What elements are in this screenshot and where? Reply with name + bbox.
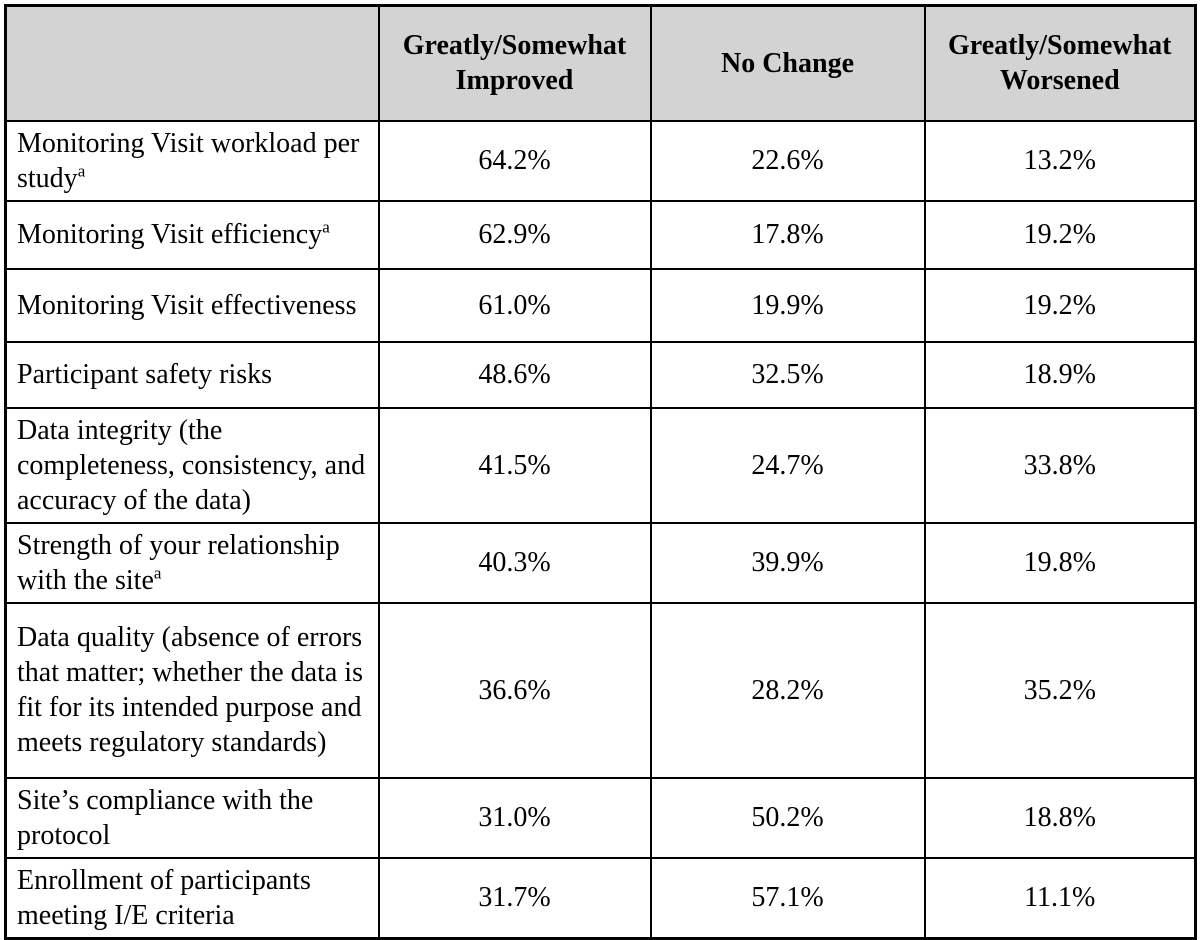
cell-improved: 31.0% xyxy=(377,776,652,859)
cell-worsened: 18.8% xyxy=(923,776,1197,859)
cell-worsened: 19.8% xyxy=(923,521,1197,604)
header-cell-improved: Greatly/Somewhat Improved xyxy=(377,4,652,122)
row-label-text: Monitoring Visit workload per study xyxy=(17,127,360,194)
row-label-text: Data integrity (the completeness, consis… xyxy=(17,414,366,516)
row-label: Participant safety risks xyxy=(4,340,380,409)
cell-worsened: 19.2% xyxy=(923,267,1197,343)
row-label: Monitoring Visit workload per studya xyxy=(4,119,380,202)
cell-worsened: 13.2% xyxy=(923,119,1197,202)
cell-no-change: 32.5% xyxy=(649,340,926,409)
table-row: Site’s compliance with the protocol 31.0… xyxy=(4,776,1197,859)
cell-improved: 41.5% xyxy=(377,406,652,524)
row-label: Data integrity (the completeness, consis… xyxy=(4,406,380,524)
row-label-text: Site’s compliance with the protocol xyxy=(17,784,314,851)
cell-improved: 31.7% xyxy=(377,856,652,939)
survey-results-table: Greatly/Somewhat Improved No Change Grea… xyxy=(4,4,1197,940)
row-label-text: Enrollment of participants meeting I/E c… xyxy=(17,864,311,931)
table-row: Monitoring Visit effectiveness 61.0% 19.… xyxy=(4,267,1197,343)
cell-improved: 36.6% xyxy=(377,601,652,779)
cell-no-change: 50.2% xyxy=(649,776,926,859)
cell-worsened: 11.1% xyxy=(923,856,1197,939)
cell-worsened: 35.2% xyxy=(923,601,1197,779)
header-cell-no-change: No Change xyxy=(649,4,926,122)
cell-no-change: 57.1% xyxy=(649,856,926,939)
cell-no-change: 28.2% xyxy=(649,601,926,779)
table-row: Data integrity (the completeness, consis… xyxy=(4,406,1197,524)
cell-no-change: 22.6% xyxy=(649,119,926,202)
cell-no-change: 17.8% xyxy=(649,199,926,270)
row-label: Data quality (absence of errors that mat… xyxy=(4,601,380,779)
cell-worsened: 19.2% xyxy=(923,199,1197,270)
table-row: Monitoring Visit efficiencya 62.9% 17.8%… xyxy=(4,199,1197,270)
footnote-marker: a xyxy=(77,161,86,181)
document-page: Greatly/Somewhat Improved No Change Grea… xyxy=(4,4,1197,940)
cell-no-change: 39.9% xyxy=(649,521,926,604)
header-cell-worsened: Greatly/Somewhat Worsened xyxy=(923,4,1197,122)
row-label: Strength of your relationship with the s… xyxy=(4,521,380,604)
cell-worsened: 33.8% xyxy=(923,406,1197,524)
row-label-text: Strength of your relationship with the s… xyxy=(17,529,340,596)
cell-improved: 64.2% xyxy=(377,119,652,202)
cell-improved: 40.3% xyxy=(377,521,652,604)
row-label-text: Participant safety risks xyxy=(17,359,273,390)
cell-no-change: 19.9% xyxy=(649,267,926,343)
row-label-text: Monitoring Visit efficiency xyxy=(17,219,323,250)
table-row: Monitoring Visit workload per studya 64.… xyxy=(4,119,1197,202)
header-cell-blank xyxy=(4,4,380,122)
cell-worsened: 18.9% xyxy=(923,340,1197,409)
cell-improved: 62.9% xyxy=(377,199,652,270)
cell-no-change: 24.7% xyxy=(649,406,926,524)
row-label: Monitoring Visit effectiveness xyxy=(4,267,380,343)
footnote-marker: a xyxy=(153,563,162,583)
footnote-marker: a xyxy=(322,217,330,237)
row-label: Enrollment of participants meeting I/E c… xyxy=(4,856,380,939)
row-label: Monitoring Visit efficiencya xyxy=(4,199,380,270)
header-row: Greatly/Somewhat Improved No Change Grea… xyxy=(4,4,1197,122)
table-row: Data quality (absence of errors that mat… xyxy=(4,601,1197,779)
row-label-text: Data quality (absence of errors that mat… xyxy=(17,622,363,758)
table-row: Participant safety risks 48.6% 32.5% 18.… xyxy=(4,340,1197,409)
row-label: Site’s compliance with the protocol xyxy=(4,776,380,859)
row-label-text: Monitoring Visit effectiveness xyxy=(17,289,357,321)
table-row: Strength of your relationship with the s… xyxy=(4,521,1197,604)
table-row: Enrollment of participants meeting I/E c… xyxy=(4,856,1197,939)
cell-improved: 61.0% xyxy=(377,267,652,343)
cell-improved: 48.6% xyxy=(377,340,652,409)
